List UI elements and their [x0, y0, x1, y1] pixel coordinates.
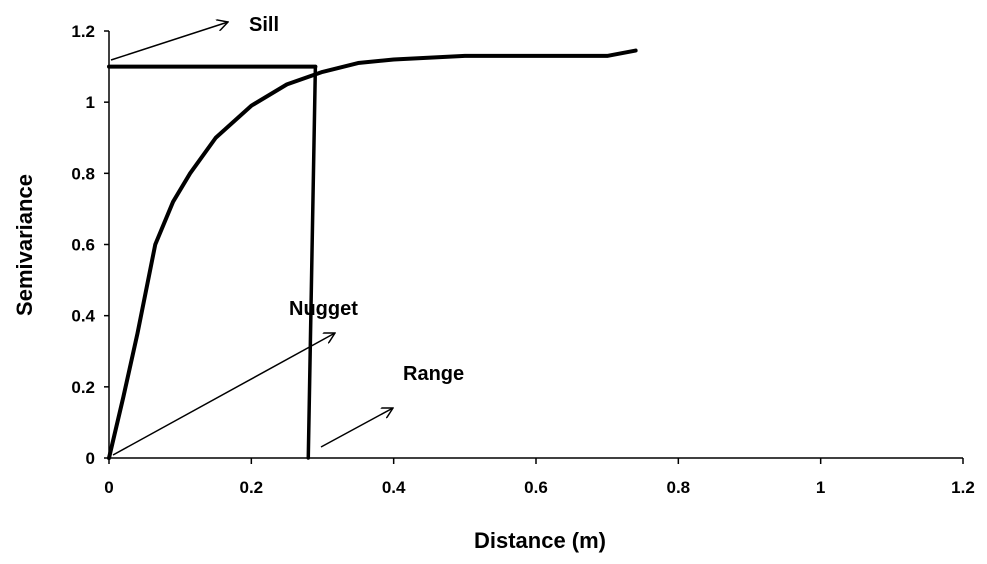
x-tick-label: 0.4 [382, 478, 406, 497]
y-tick-label: 0.8 [71, 164, 95, 183]
semivariogram-curve [107, 48, 638, 460]
range-line [306, 64, 318, 460]
x-tick-label: 0.8 [667, 478, 691, 497]
nugget-arrow [112, 333, 335, 456]
x-tick-label: 0.2 [240, 478, 264, 497]
sill-arrow [110, 22, 228, 61]
y-tick-label: 1 [86, 93, 95, 112]
sill-label: Sill [249, 14, 279, 36]
x-tick-label: 1 [816, 478, 825, 497]
range-arrow [320, 408, 393, 448]
y-tick-label: 0.4 [71, 307, 95, 326]
x-tick-label: 0.6 [524, 478, 548, 497]
y-tick-label: 0 [86, 449, 95, 468]
y-tick-label: 1.2 [71, 22, 95, 41]
y-tick-label: 0.2 [71, 378, 95, 397]
x-axis-title: Distance (m) [474, 528, 606, 553]
nugget-label: Nugget [289, 298, 358, 320]
range-label: Range [403, 363, 464, 385]
x-tick-label: 0 [104, 478, 113, 497]
y-axis-title: Semivariance [12, 174, 37, 316]
y-tick-label: 0.6 [71, 236, 95, 255]
x-tick-label: 1.2 [951, 478, 975, 497]
